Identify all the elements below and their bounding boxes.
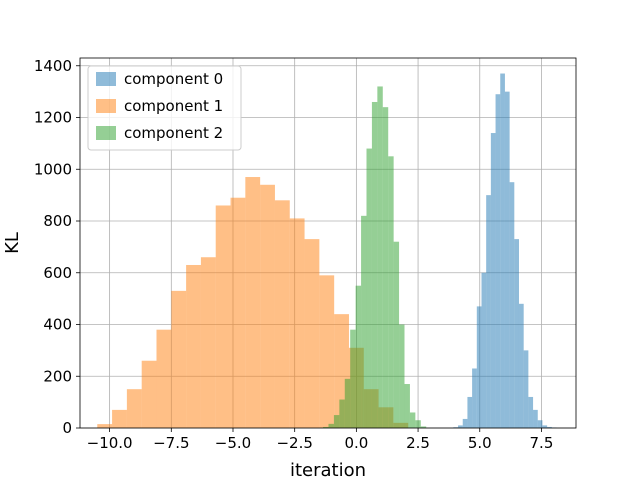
histogram-bar (323, 426, 329, 428)
x-tick-label: −2.5 (276, 434, 312, 452)
plot-frame (79, 57, 577, 429)
histogram-bar (476, 306, 482, 428)
histogram-bar (420, 426, 427, 428)
histogram-bar (361, 215, 367, 428)
histogram-bar (542, 425, 548, 428)
series-component-2 (323, 86, 427, 429)
histogram-bar (230, 197, 246, 428)
histogram-bar (319, 275, 335, 428)
histogram-bar (514, 239, 519, 428)
histogram-bar (462, 418, 468, 428)
histogram-bar (112, 409, 127, 428)
x-axis-ticks: −10.0 −7.5 −5.0 −2.5 0.0 2.5 5.0 7.5 (87, 428, 554, 452)
y-tick-label: 1400 (34, 57, 72, 75)
histogram-bar (415, 420, 421, 428)
histogram-bar (393, 241, 400, 428)
y-axis-ticks: 0 200 400 600 800 1000 1200 1400 (34, 57, 80, 437)
histogram-bar (495, 94, 501, 428)
y-tick-label: 0 (62, 419, 72, 437)
series-component-0 (453, 73, 557, 429)
legend-label-component-2: component 2 (124, 124, 223, 142)
histogram-bar (274, 200, 290, 428)
legend-frame (87, 65, 242, 151)
histogram-bar (467, 396, 473, 428)
histogram-bar (186, 264, 201, 428)
histogram-bar (504, 91, 510, 429)
legend-swatch-component-2 (96, 126, 116, 140)
histogram-bar (537, 420, 543, 428)
histogram-bar (399, 324, 405, 428)
histogram-bar (260, 184, 275, 428)
legend-swatch-component-1 (96, 99, 116, 113)
histogram-bar (388, 156, 394, 428)
y-tick-label: 400 (43, 316, 72, 334)
histogram-bar (333, 415, 340, 428)
x-tick-label: −7.5 (153, 434, 189, 452)
y-tick-label: 600 (43, 264, 72, 282)
x-tick-label: 5.0 (468, 434, 492, 452)
histogram-bar (289, 218, 305, 428)
legend-swatch-component-0 (96, 72, 116, 86)
histogram-bar (500, 73, 505, 428)
histogram-bar (344, 378, 351, 428)
histogram-bar (350, 329, 356, 428)
histogram-bar (472, 368, 477, 428)
histogram-bar (156, 329, 172, 428)
histogram-bar (533, 409, 538, 428)
histogram-bar (382, 107, 389, 429)
x-tick-label: −5.0 (215, 434, 251, 452)
y-tick-label: 800 (43, 212, 72, 230)
y-tick-label: 200 (43, 367, 72, 385)
histogram-bar (509, 182, 515, 428)
histogram-bar (366, 148, 372, 428)
legend-label-component-1: component 1 (124, 97, 223, 115)
x-axis-label: iteration (290, 460, 366, 480)
histogram-bar (409, 412, 416, 428)
histogram-bar (404, 384, 410, 428)
histogram-bar (518, 303, 524, 428)
histogram-bar (328, 423, 334, 428)
histogram-bar (490, 133, 496, 428)
x-tick-label: 0.0 (344, 434, 368, 452)
histogram-bar (141, 360, 157, 428)
histogram-bars (97, 73, 557, 429)
histogram-bar (481, 272, 487, 428)
histogram-bar (304, 239, 320, 428)
x-tick-label: −10.0 (87, 434, 133, 452)
y-tick-label: 1000 (34, 160, 72, 178)
x-tick-label: 2.5 (406, 434, 430, 452)
histogram-bar (215, 205, 231, 428)
histogram-bar (371, 101, 378, 428)
histogram-bar (547, 426, 552, 428)
histogram-bar (171, 290, 187, 428)
histogram-bar (528, 396, 534, 428)
histogram-bar (126, 389, 142, 428)
histogram-bar (339, 399, 345, 428)
histogram-bar (355, 285, 362, 428)
legend-label-component-0: component 0 (124, 70, 223, 88)
histogram-bar (97, 424, 113, 428)
histogram-bar (458, 425, 463, 428)
histogram-bar (245, 177, 261, 428)
y-tick-label: 1200 (34, 109, 72, 127)
y-axis-label: KL (2, 232, 23, 254)
histogram-bar (200, 257, 216, 428)
legend: component 0 component 1 component 2 (87, 65, 242, 151)
histogram-bar (523, 350, 529, 428)
x-tick-label: 7.5 (530, 434, 554, 452)
histogram-bar (377, 86, 383, 428)
histogram-bar (486, 195, 491, 428)
